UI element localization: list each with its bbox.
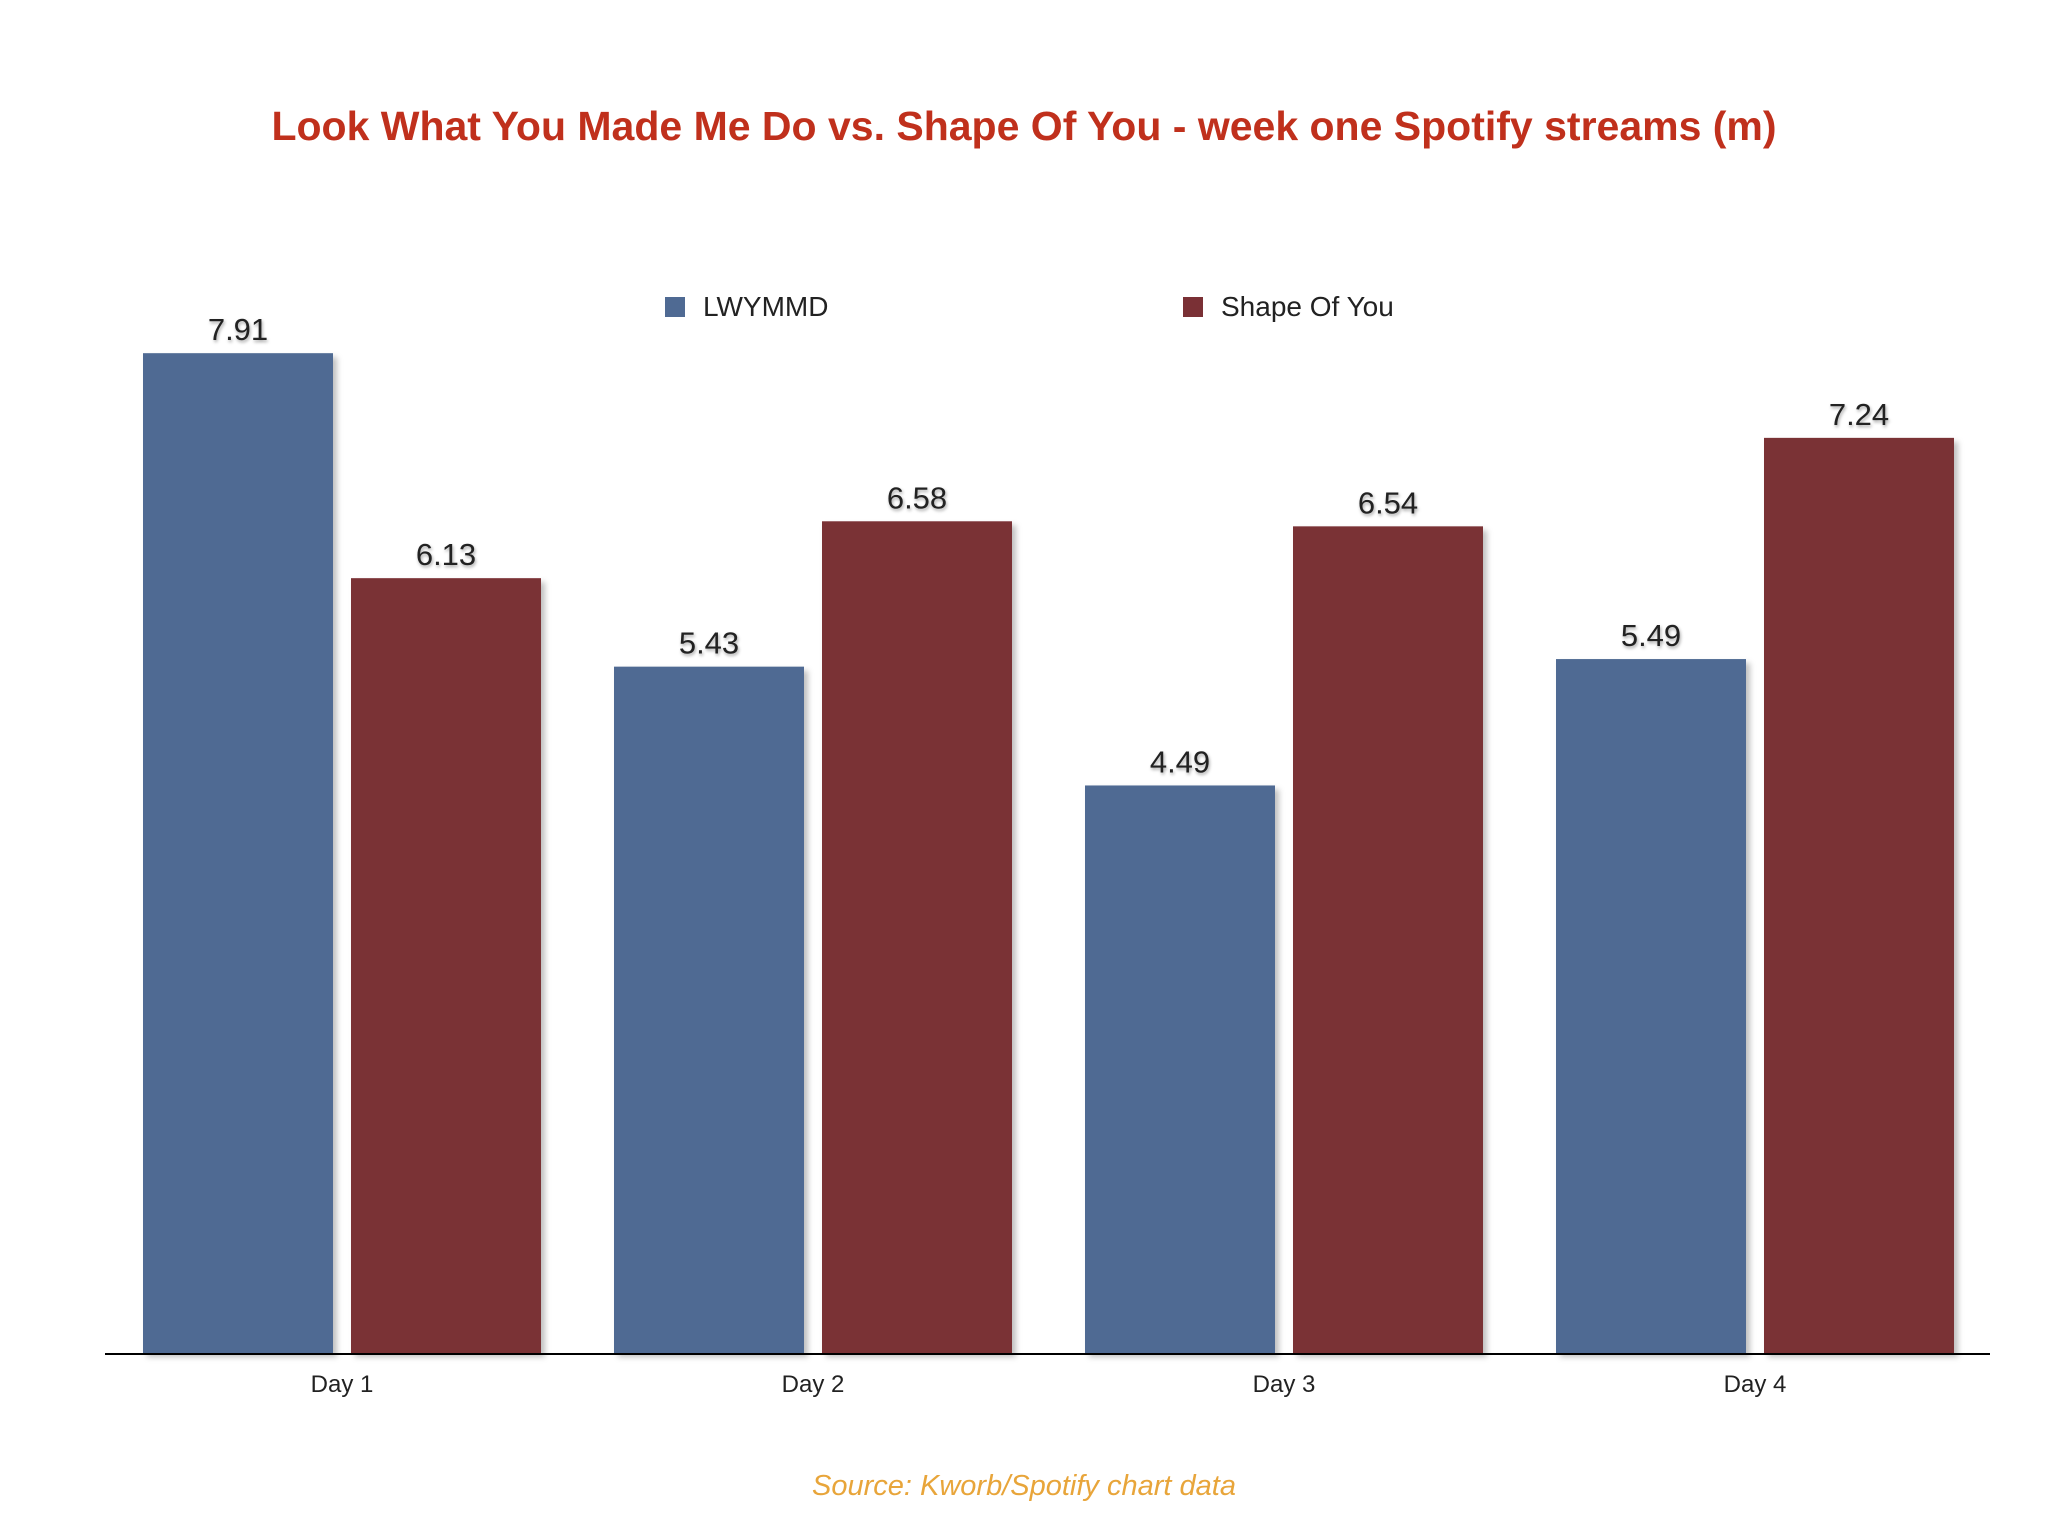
legend-swatch-lwymmd <box>665 297 685 317</box>
bar-lwymmd-day-2 <box>614 666 804 1353</box>
legend-label-lwymmd: LWYMMD <box>703 291 828 322</box>
bar-shape-of-you-day-3 <box>1293 526 1483 1353</box>
legend-label-shape-of-you: Shape Of You <box>1221 291 1394 322</box>
bar-lwymmd-day-4 <box>1556 659 1746 1353</box>
data-label-shape-of-you-day-1: 6.13 <box>416 537 476 572</box>
bar-lwymmd-day-1 <box>143 353 333 1353</box>
bar-shape-of-you-day-4 <box>1764 437 1954 1353</box>
data-label-lwymmd-day-3: 4.49 <box>1150 744 1210 779</box>
data-label-shape-of-you-day-2: 6.58 <box>887 480 947 515</box>
data-label-lwymmd-day-4: 5.49 <box>1621 618 1681 653</box>
x-tick-label-day-3: Day 3 <box>1253 1371 1316 1398</box>
x-tick-label-day-2: Day 2 <box>782 1371 845 1398</box>
x-tick-label-day-1: Day 1 <box>311 1371 374 1398</box>
x-tick-label-day-4: Day 4 <box>1724 1371 1787 1398</box>
x-axis: Day 1 Day 2 Day 3 Day 4 <box>105 1353 1990 1398</box>
legend: LWYMMD Shape Of You <box>665 291 1394 322</box>
source-note: Source: Kworb/Spotify chart data <box>812 1470 1236 1502</box>
data-label-shape-of-you-day-3: 6.54 <box>1358 485 1418 520</box>
bar-shape-of-you-day-2 <box>822 521 1012 1353</box>
data-labels-layer: 7.91 5.43 4.49 5.49 6.13 6.58 6.54 7.24 <box>208 312 1889 779</box>
bar-shape-of-you-day-1 <box>351 578 541 1353</box>
bar-lwymmd-day-3 <box>1085 785 1275 1353</box>
legend-swatch-shape-of-you <box>1183 297 1203 317</box>
data-label-shape-of-you-day-4: 7.24 <box>1829 397 1889 432</box>
data-label-lwymmd-day-2: 5.43 <box>679 626 739 661</box>
data-label-lwymmd-day-1: 7.91 <box>208 312 268 347</box>
bars-layer <box>143 353 1954 1353</box>
chart-title: Look What You Made Me Do vs. Shape Of Yo… <box>271 103 1777 149</box>
